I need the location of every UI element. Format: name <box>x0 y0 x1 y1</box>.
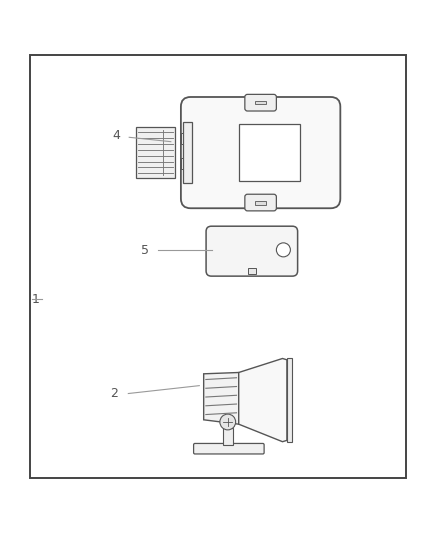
FancyBboxPatch shape <box>245 194 276 211</box>
Bar <box>223 428 233 445</box>
Text: 2: 2 <box>110 387 118 400</box>
FancyBboxPatch shape <box>206 226 297 276</box>
Bar <box>255 201 266 205</box>
Bar <box>248 268 256 274</box>
Circle shape <box>276 243 290 257</box>
Polygon shape <box>239 359 287 442</box>
Polygon shape <box>204 373 239 424</box>
Bar <box>30 55 406 478</box>
Text: 1: 1 <box>32 293 39 306</box>
Text: 4: 4 <box>113 129 120 142</box>
FancyBboxPatch shape <box>181 97 340 208</box>
Bar <box>287 359 292 442</box>
Bar <box>181 133 183 144</box>
FancyBboxPatch shape <box>245 94 276 111</box>
Circle shape <box>220 414 236 430</box>
FancyBboxPatch shape <box>194 443 264 454</box>
Text: 5: 5 <box>141 244 149 257</box>
Bar <box>136 127 175 178</box>
Bar <box>183 122 192 183</box>
Bar <box>255 101 266 104</box>
Bar <box>181 158 183 169</box>
Bar <box>239 124 300 181</box>
